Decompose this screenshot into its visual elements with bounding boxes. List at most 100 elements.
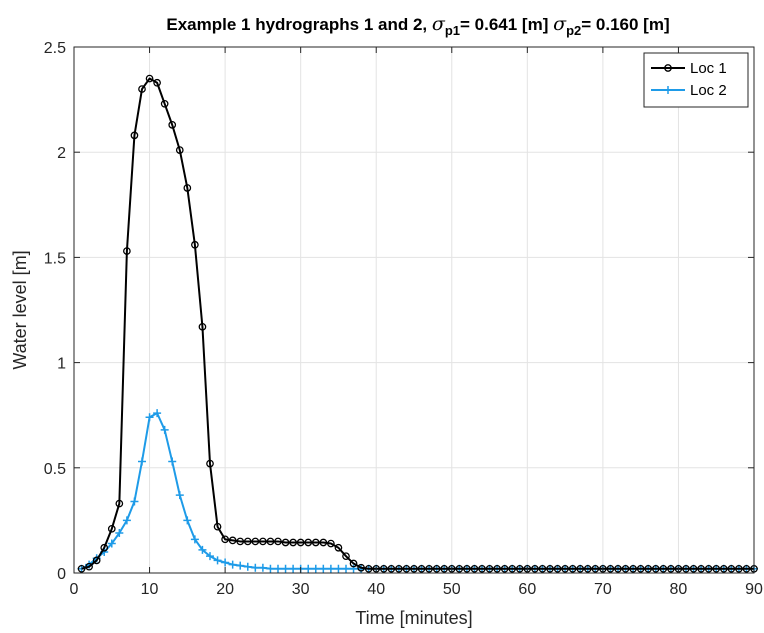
data-point-loc-1 [213, 522, 222, 531]
data-point-loc-1 [493, 564, 501, 573]
x-axis-label: Time [minutes] [355, 608, 472, 628]
data-point-loc-2 [304, 564, 313, 573]
data-point-loc-1 [735, 564, 743, 573]
data-point-loc-2 [153, 409, 162, 418]
sigma-p1-symbol: σ [432, 13, 446, 35]
plot-area [74, 47, 754, 573]
legend-entry-loc-2: Loc 2 [651, 82, 727, 99]
data-point-loc-2 [190, 535, 199, 544]
data-point-loc-1 [719, 564, 728, 573]
data-point-loc-2 [115, 529, 124, 538]
data-point-loc-1 [485, 564, 494, 573]
data-point-loc-2 [206, 552, 214, 561]
data-point-loc-1 [138, 85, 146, 93]
data-point-loc-1 [311, 538, 320, 547]
data-point-loc-2 [289, 564, 298, 573]
data-point-loc-1 [440, 564, 449, 573]
series-loc-1 [77, 74, 758, 573]
data-point-loc-1 [319, 538, 328, 547]
data-point-loc-1 [77, 564, 86, 573]
data-point-loc-1 [553, 564, 562, 573]
data-point-loc-1 [243, 537, 252, 546]
data-point-loc-1 [689, 564, 698, 573]
data-point-loc-2 [107, 539, 116, 548]
data-point-loc-2 [251, 563, 260, 572]
data-point-loc-2 [266, 564, 275, 573]
data-point-loc-1 [198, 322, 207, 331]
data-point-loc-1 [395, 564, 403, 573]
data-point-loc-1 [697, 564, 705, 573]
data-point-loc-1 [644, 564, 653, 573]
x-tick-label: 90 [745, 581, 763, 598]
data-point-loc-1 [304, 538, 313, 547]
data-point-loc-1 [349, 559, 358, 568]
y-tick-label: 0 [57, 566, 66, 583]
y-tick-label: 1.5 [44, 250, 66, 267]
data-point-loc-1 [266, 537, 275, 546]
data-point-loc-2 [213, 556, 222, 565]
legend-entry-loc-1: Loc 1 [651, 60, 727, 77]
data-point-loc-2 [274, 564, 282, 573]
legend-marker-loc-2 [664, 86, 672, 94]
sigma-p2-value: = 0.160 [m] [581, 15, 669, 34]
data-point-loc-2 [168, 457, 177, 466]
data-point-loc-1 [221, 535, 229, 544]
data-point-loc-1 [145, 74, 154, 83]
y-tick-label: 2 [57, 145, 66, 162]
data-point-loc-1 [334, 543, 343, 552]
y-tick-label: 2.5 [44, 40, 66, 57]
data-point-loc-2 [311, 564, 320, 573]
data-point-loc-1 [387, 564, 396, 573]
data-point-loc-1 [100, 543, 109, 552]
x-tick-label: 50 [443, 581, 461, 598]
data-point-loc-1 [153, 78, 161, 87]
data-point-loc-1 [274, 537, 282, 546]
data-point-loc-2 [175, 491, 184, 500]
data-point-loc-1 [228, 536, 237, 545]
data-point-loc-1 [591, 564, 600, 573]
data-point-loc-1 [727, 564, 736, 573]
data-point-loc-1 [296, 538, 305, 547]
legend: Loc 1 Loc 2 [643, 52, 749, 108]
data-point-loc-1 [659, 564, 668, 573]
data-point-loc-1 [463, 564, 471, 573]
legend-marker-loc-1 [664, 64, 672, 72]
data-point-loc-1 [538, 564, 547, 573]
x-tick-label: 20 [216, 581, 234, 598]
x-tick-label: 40 [367, 581, 385, 598]
series-layer [77, 74, 758, 573]
x-tick-label: 80 [670, 581, 688, 598]
sigma-p1-value: = 0.641 [m] [460, 15, 553, 34]
data-point-loc-1 [115, 499, 124, 508]
data-point-loc-1 [342, 552, 350, 561]
data-point-loc-2 [145, 413, 154, 422]
data-point-loc-2 [138, 457, 146, 466]
sigma-p2-subscript: p2 [566, 23, 581, 38]
data-point-loc-2 [243, 562, 252, 571]
x-tick-label: 0 [70, 581, 79, 598]
x-tick-label: 70 [594, 581, 612, 598]
data-point-loc-2 [319, 564, 328, 573]
data-point-loc-1 [621, 564, 630, 573]
data-point-loc-1 [206, 459, 214, 468]
data-point-loc-1 [183, 184, 192, 192]
data-point-loc-1 [107, 524, 116, 533]
chart-title: Example 1 hydrographs 1 and 2, σp1= 0.64… [166, 13, 669, 38]
data-point-loc-1 [417, 564, 426, 573]
data-point-loc-1 [160, 99, 169, 108]
data-point-loc-1 [425, 564, 433, 573]
y-tick-label: 0.5 [44, 461, 66, 478]
data-point-loc-1 [130, 131, 139, 140]
data-point-loc-1 [410, 564, 418, 573]
legend-label-loc-1: Loc 1 [690, 60, 727, 77]
legend-label-loc-2: Loc 2 [690, 82, 727, 99]
data-point-loc-1 [561, 564, 569, 573]
y-axis-label: Water level [m] [10, 250, 30, 369]
axes-box [73, 46, 755, 574]
data-point-loc-1 [636, 564, 645, 573]
x-tick-label: 10 [141, 581, 159, 598]
data-point-loc-2 [221, 558, 230, 567]
data-point-loc-1 [85, 562, 93, 571]
x-tick-label: 30 [292, 581, 310, 598]
data-point-loc-1 [175, 146, 184, 154]
